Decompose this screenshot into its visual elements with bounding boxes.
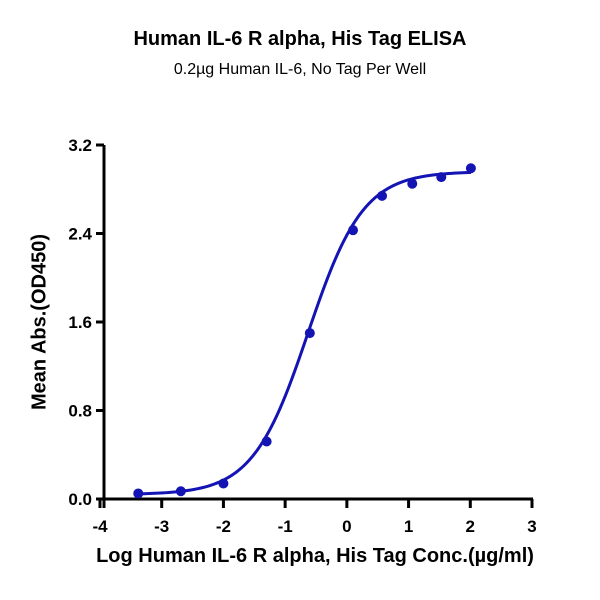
x-tick-label: -3 (154, 517, 169, 536)
data-point (436, 172, 447, 183)
x-tick-label: 3 (527, 517, 536, 536)
x-tick-label: 0 (342, 517, 351, 536)
data-point (175, 486, 186, 497)
y-tick-label: 3.2 (68, 136, 92, 155)
x-tick-label: -2 (216, 517, 231, 536)
fit-curve (138, 170, 471, 496)
data-points (133, 163, 476, 499)
axes: 0.0 0.8 1.6 2.4 3.2 -4 -3 -2 -1 0 1 2 3 (68, 136, 536, 536)
data-point (465, 163, 476, 174)
x-tick-label: 2 (466, 517, 475, 536)
chart-title: Human IL-6 R alpha, His Tag ELISA (133, 28, 467, 50)
data-point (348, 225, 359, 236)
x-tick-label: 1 (404, 517, 413, 536)
data-point (377, 190, 388, 201)
data-point (407, 178, 418, 189)
y-tick-label: 2.4 (68, 225, 92, 244)
y-tick-label: 1.6 (68, 313, 92, 332)
chart-subtitle: 0.2µg Human IL-6, No Tag Per Well (173, 61, 427, 78)
data-point (218, 478, 229, 489)
data-point (261, 436, 272, 447)
data-point (304, 328, 315, 339)
x-tick-label: -1 (278, 517, 293, 536)
x-axis-label: Log Human IL-6 R alpha, His Tag Conc.(µg… (96, 545, 534, 567)
y-tick-label: 0.0 (68, 490, 92, 509)
y-tick-label: 0.8 (68, 402, 92, 421)
data-point (133, 488, 144, 499)
x-tick-label: -4 (92, 517, 108, 536)
